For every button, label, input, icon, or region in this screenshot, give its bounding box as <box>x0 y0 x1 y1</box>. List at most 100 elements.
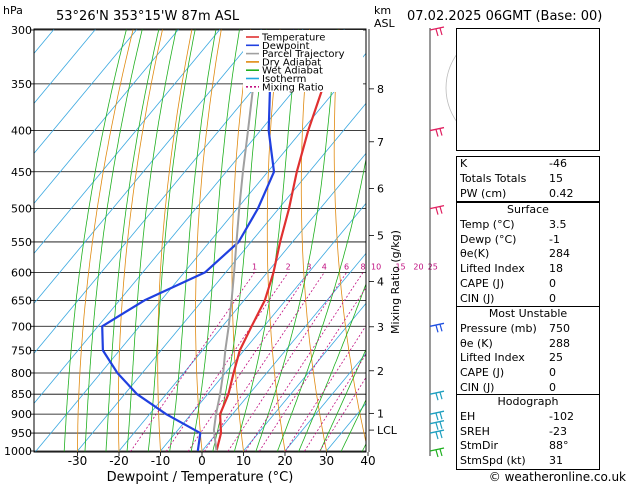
pressure-tick-label: 700 <box>11 320 32 333</box>
temperature-tick-label: 20 <box>277 454 292 468</box>
mixing-ratio-line <box>244 272 364 452</box>
mixing-ratio-label: 1 <box>252 262 257 271</box>
mixing-ratio-line <box>258 286 366 452</box>
wind-barb-flag <box>435 207 439 215</box>
height-tick-label: 1 <box>377 407 384 420</box>
dry-adiabat-line <box>195 29 222 452</box>
mixing-ratio-axis-title: Mixing Ratio (g/kg) <box>389 230 402 334</box>
pressure-unit: hPa <box>3 4 23 17</box>
legend-label: Parcel Trajectory <box>262 49 345 60</box>
isotherm-line <box>34 29 138 155</box>
wind-barb-flag <box>435 325 439 333</box>
index-row-pw: PW (cm) 0.42 <box>460 186 574 200</box>
isotherm-line <box>242 302 366 452</box>
mixing-ratio-line <box>227 272 347 452</box>
wind-barb-flag <box>439 128 443 136</box>
hodograph-row: EH -102 <box>460 409 574 423</box>
wet-adiabat-line <box>297 282 366 452</box>
pressure-tick-label: 1000 <box>4 445 32 458</box>
parcel-trajectory-profile <box>212 29 262 452</box>
pressure-tick-label: 750 <box>11 344 32 357</box>
wind-barb <box>429 322 445 327</box>
wind-barb-flag <box>439 27 443 36</box>
dewpoint-profile <box>101 29 296 452</box>
most-unstable-row: Lifted Index 25 <box>460 351 563 365</box>
pressure-tick-label: 300 <box>11 24 32 37</box>
mixing-ratio-label: 15 <box>395 262 405 271</box>
wind-barb-flag <box>439 448 443 457</box>
wet-adiabat-line <box>276 157 366 452</box>
mixing-ratio-label: 25 <box>428 262 438 271</box>
most-unstable-row: CAPE (J) 0 <box>460 366 556 380</box>
wet-adiabat-line <box>84 29 143 452</box>
temperature-tick-label: 40 <box>360 454 375 468</box>
dry-adiabat-line <box>231 29 252 452</box>
surface-row: CAPE (J) 0 <box>460 276 556 290</box>
isotherm-line <box>117 152 366 452</box>
mixing-ratio-label: 2 <box>286 262 291 271</box>
hodograph-table-panel: Hodograph EH -102 SREH -23 StmDir 88° StmSp… <box>456 394 600 470</box>
pressure-tick-label: 450 <box>11 166 32 179</box>
temperature-tick-label: -30 <box>68 454 88 468</box>
isotherm-line <box>34 29 221 255</box>
mixing-ratio-label: 8 <box>360 262 365 271</box>
wet-adiabat-line <box>255 29 338 452</box>
pressure-tick-label: 650 <box>11 294 32 307</box>
wind-barb-flag <box>439 392 443 400</box>
wet-adiabat-line <box>190 29 240 452</box>
wind-barb-flag <box>435 422 439 430</box>
height-unit-asl: ASL <box>374 17 396 30</box>
index-row-totals: Totals Totals 15 <box>460 171 563 185</box>
wind-barb-flag <box>439 324 443 332</box>
datetime-label: 07.02.2025 06GMT (Base: 00) <box>407 9 602 24</box>
legend-label: Isotherm <box>262 74 306 85</box>
mixing-ratio-label: 10 <box>371 262 381 271</box>
pressure-tick-label: 950 <box>11 427 32 440</box>
wet-adiabat-line <box>63 29 127 452</box>
location-label: 53°26'N 353°15'W 87m ASL <box>56 9 240 24</box>
temperature-tick-label: 10 <box>236 454 251 468</box>
legend-label: Wet Adiabat <box>262 66 323 77</box>
wet-adiabat-line <box>126 29 177 452</box>
copyright-label: © weatheronline.co.uk <box>489 470 626 484</box>
height-tick-label: 7 <box>377 136 384 149</box>
hodograph-row: SREH -23 <box>460 424 567 438</box>
x-axis-title: Dewpoint / Temperature (°C) <box>107 470 294 485</box>
wet-adiabat-line <box>233 29 300 452</box>
height-unit-km: km <box>374 4 391 17</box>
hodograph-frame <box>456 28 600 151</box>
dry-adiabat-line <box>118 29 164 452</box>
mixing-ratio-label: 4 <box>322 262 327 271</box>
temperature-tick-label: 30 <box>319 454 334 468</box>
most-unstable-title: Most Unstable <box>488 307 568 320</box>
mixing-ratio-line <box>187 272 310 452</box>
surface-panel: Surface Temp (°C) 3.5 Dewp (°C) -1 θe(K) 28… <box>456 202 600 308</box>
dry-adiabat-line <box>600 6 629 468</box>
isotherm-line <box>34 29 263 305</box>
isotherm-line <box>34 29 97 105</box>
surface-title: Surface <box>507 203 549 216</box>
wind-barb-flag <box>435 129 439 137</box>
wind-barb-flag <box>435 431 439 440</box>
temperature-tick-label: -10 <box>151 454 171 468</box>
mixing-ratio-label: 20 <box>413 262 423 271</box>
mixing-ratio-line <box>203 272 325 452</box>
height-tick-label: LCL <box>377 424 398 437</box>
wind-barb-flag <box>435 412 439 421</box>
mixing-ratio-line <box>165 272 289 452</box>
most-unstable-row: CIN (J) 0 <box>460 380 556 394</box>
wind-barb <box>429 126 445 132</box>
wind-barb <box>429 420 445 425</box>
pressure-tick-label: 550 <box>11 236 32 249</box>
dry-adiabat-line <box>157 29 193 452</box>
isotherm-line <box>200 252 366 452</box>
plot-frame <box>33 28 367 453</box>
mixing-ratio-line <box>318 376 366 452</box>
dry-adiabat-line <box>333 29 366 444</box>
surface-row: CIN (J) 0 <box>460 291 556 305</box>
legend-box <box>243 30 363 92</box>
temperature-tick-label: 0 <box>198 454 206 468</box>
height-tick-label: 2 <box>377 365 384 378</box>
